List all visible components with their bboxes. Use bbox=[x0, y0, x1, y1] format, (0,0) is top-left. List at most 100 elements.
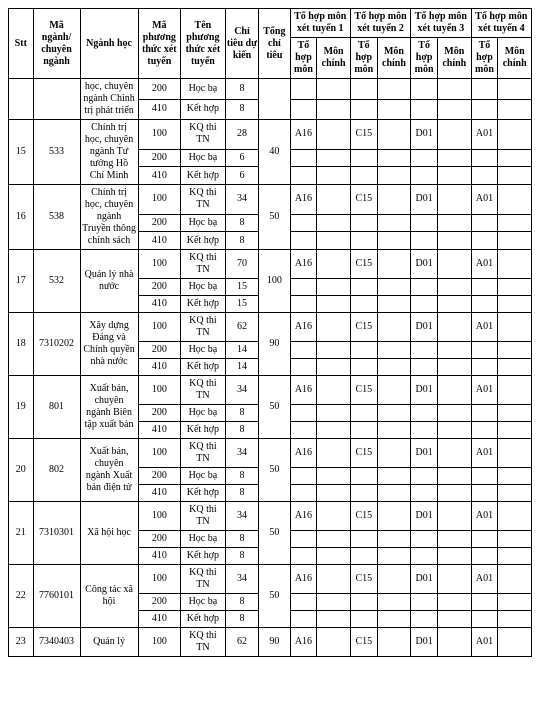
cell-tenpt: KQ thi TN bbox=[181, 376, 226, 405]
cell-tenpt: Kết hợp bbox=[181, 548, 226, 565]
cell-tohop bbox=[377, 214, 411, 232]
cell-chitieu: 14 bbox=[225, 359, 259, 376]
cell-tohop bbox=[290, 149, 317, 167]
h-ct: Chỉ tiêu dự kiến bbox=[225, 9, 259, 79]
cell-tohop: D01 bbox=[411, 250, 438, 279]
cell-mapt: 200 bbox=[138, 405, 180, 422]
cell-tohop bbox=[498, 628, 532, 657]
cell-chitieu: 8 bbox=[225, 594, 259, 611]
cell-tohop bbox=[350, 405, 377, 422]
cell-stt: 15 bbox=[9, 120, 34, 185]
cell-stt: 20 bbox=[9, 439, 34, 502]
cell-stt: 22 bbox=[9, 565, 34, 628]
cell-tohop bbox=[438, 531, 472, 548]
cell-tohop bbox=[471, 79, 498, 100]
cell-mapt: 200 bbox=[138, 594, 180, 611]
cell-tong: 90 bbox=[259, 313, 290, 376]
cell-tohop bbox=[438, 214, 472, 232]
cell-tohop bbox=[350, 422, 377, 439]
cell-tohop bbox=[438, 611, 472, 628]
cell-tohop bbox=[317, 376, 351, 405]
cell-tohop bbox=[498, 99, 532, 120]
cell-tohop bbox=[317, 99, 351, 120]
cell-tohop bbox=[377, 531, 411, 548]
cell-tenpt: KQ thi TN bbox=[181, 185, 226, 215]
cell-ma: 7310202 bbox=[33, 313, 80, 376]
cell-tohop bbox=[317, 548, 351, 565]
cell-tohop bbox=[498, 313, 532, 342]
cell-tohop bbox=[471, 531, 498, 548]
cell-tohop bbox=[290, 232, 317, 250]
cell-tohop bbox=[377, 439, 411, 468]
cell-tohop bbox=[317, 167, 351, 185]
h-tohop3: Tổ hợp môn bbox=[411, 38, 438, 79]
cell-tohop: A16 bbox=[290, 120, 317, 150]
cell-tohop bbox=[317, 120, 351, 150]
cell-chitieu: 8 bbox=[225, 405, 259, 422]
cell-chitieu: 34 bbox=[225, 502, 259, 531]
cell-tohop: A16 bbox=[290, 185, 317, 215]
cell-tong: 40 bbox=[259, 120, 290, 185]
cell-chitieu: 6 bbox=[225, 167, 259, 185]
cell-tohop bbox=[317, 232, 351, 250]
cell-tohop bbox=[498, 439, 532, 468]
cell-tohop: C15 bbox=[350, 376, 377, 405]
table-body: học, chuyên ngành Chính trị phát triển20… bbox=[9, 79, 532, 657]
cell-tohop bbox=[498, 485, 532, 502]
cell-chitieu: 8 bbox=[225, 531, 259, 548]
cell-tong: 90 bbox=[259, 628, 290, 657]
cell-tenpt: Kết hợp bbox=[181, 359, 226, 376]
cell-tohop: C15 bbox=[350, 120, 377, 150]
cell-tohop bbox=[498, 342, 532, 359]
cell-mapt: 410 bbox=[138, 167, 180, 185]
cell-tohop: A01 bbox=[471, 250, 498, 279]
cell-tohop: D01 bbox=[411, 185, 438, 215]
cell-tohop: D01 bbox=[411, 376, 438, 405]
cell-ma: 802 bbox=[33, 439, 80, 502]
cell-tohop bbox=[317, 359, 351, 376]
cell-tohop bbox=[438, 167, 472, 185]
cell-chitieu: 34 bbox=[225, 439, 259, 468]
cell-tohop bbox=[377, 149, 411, 167]
cell-tohop bbox=[377, 250, 411, 279]
h-th2: Tổ hợp môn xét tuyển 2 bbox=[350, 9, 410, 38]
cell-tenpt: KQ thi TN bbox=[181, 628, 226, 657]
cell-tohop bbox=[498, 232, 532, 250]
cell-tohop bbox=[438, 250, 472, 279]
cell-tenpt: Học bạ bbox=[181, 468, 226, 485]
h-tohop2: Tổ hợp môn bbox=[350, 38, 377, 79]
cell-nganh: Xuất bản, chuyên ngành Biên tập xuất bản bbox=[80, 376, 138, 439]
cell-tohop bbox=[317, 439, 351, 468]
table-row: 20802Xuất bản, chuyên ngành Xuất bản điệ… bbox=[9, 439, 532, 468]
cell-tohop bbox=[498, 296, 532, 313]
cell-tohop bbox=[350, 359, 377, 376]
cell-tohop bbox=[350, 594, 377, 611]
cell-tohop bbox=[498, 376, 532, 405]
cell-tohop bbox=[498, 594, 532, 611]
cell-tohop bbox=[411, 594, 438, 611]
cell-tohop bbox=[438, 232, 472, 250]
cell-tenpt: Kết hợp bbox=[181, 296, 226, 313]
cell-chitieu: 8 bbox=[225, 422, 259, 439]
cell-tohop bbox=[471, 405, 498, 422]
cell-tohop bbox=[498, 422, 532, 439]
cell-mapt: 100 bbox=[138, 185, 180, 215]
cell-tohop: A01 bbox=[471, 313, 498, 342]
h-th1: Tổ hợp môn xét tuyển 1 bbox=[290, 9, 350, 38]
cell-tohop: A01 bbox=[471, 376, 498, 405]
cell-nganh: Công tác xã hội bbox=[80, 565, 138, 628]
cell-tong: 50 bbox=[259, 565, 290, 628]
h-tohop4: Tổ hợp môn bbox=[471, 38, 498, 79]
cell-tenpt: Học bạ bbox=[181, 342, 226, 359]
cell-tohop: A01 bbox=[471, 185, 498, 215]
cell-tohop bbox=[438, 376, 472, 405]
admissions-table: Stt Mã ngành/ chuyên ngành Ngành học Mã … bbox=[8, 8, 532, 657]
cell-tohop bbox=[377, 342, 411, 359]
cell-tohop bbox=[377, 185, 411, 215]
cell-tohop bbox=[317, 405, 351, 422]
cell-tohop bbox=[290, 405, 317, 422]
cell-stt: 17 bbox=[9, 250, 34, 313]
cell-tenpt: Học bạ bbox=[181, 594, 226, 611]
cell-chitieu: 8 bbox=[225, 232, 259, 250]
cell-mapt: 410 bbox=[138, 99, 180, 120]
